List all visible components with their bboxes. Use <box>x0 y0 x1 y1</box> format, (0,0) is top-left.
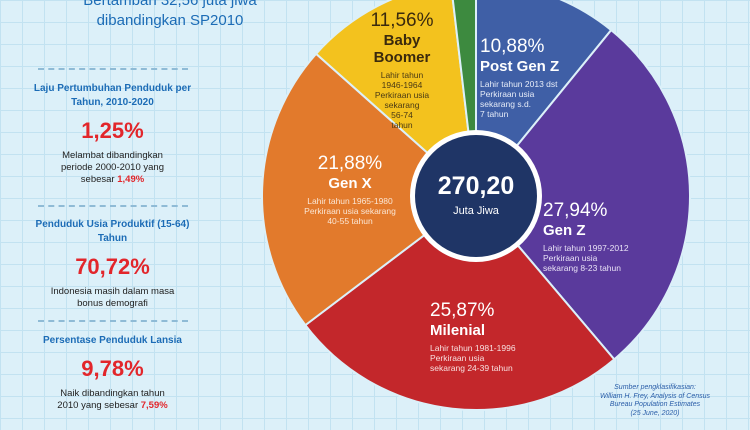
slice-desc-line: sekarang s.d. <box>480 99 532 109</box>
stat-block: Persentase Penduduk Lansia 9,78% Naik diba… <box>30 334 195 412</box>
slice-percent: 10,88% <box>480 36 545 57</box>
header-line: Bertambah 32,56 juta jiwa <box>83 0 257 9</box>
slice-desc-line: Perkiraan usia sekarang <box>304 206 396 216</box>
slice-desc: Lahir tahun 1997-2012 Perkiraan usia sekar… <box>543 243 653 273</box>
stat-highlight: 7,59% <box>140 400 168 411</box>
center-circle <box>415 135 537 257</box>
stat-block: Laju Pertumbuhan Penduduk per Tahun, 201… <box>30 82 195 186</box>
stat-title: Laju Pertumbuhan Penduduk per Tahun, 201… <box>33 83 192 108</box>
slice-desc-line: Lahir tahun 1997-2012 <box>543 243 629 253</box>
stat-note-text: Melambat dibandingkan periode 2000-2010 … <box>60 150 164 185</box>
slice-label: 25,87% Milenial Lahir tahun 1981-1996 Perki… <box>430 300 540 373</box>
slice-desc-line: Lahir tahun <box>380 70 424 80</box>
slice-name: Gen X <box>328 175 372 192</box>
slice-percent: 21,88% <box>317 153 383 174</box>
stat-title: Penduduk Usia Produktif (15-64) Tahun <box>35 219 190 244</box>
stat-note: Indonesia masih dalam masa bonus demogra… <box>30 286 195 310</box>
slice-desc-line: 1946-1964 <box>381 80 423 90</box>
stat-value: 1,25% <box>81 118 144 143</box>
slice-label: 10,88% Post Gen Z Lahir tahun 2013 dst Perk… <box>480 36 575 119</box>
slice-desc-line: Perkiraan usia <box>374 90 430 100</box>
separator <box>38 205 188 207</box>
center-unit: Juta Jiwa <box>453 205 500 217</box>
stat-highlight: 1,49% <box>117 174 145 185</box>
slice-desc-line: Lahir tahun 2013 dst <box>480 79 558 89</box>
slice-desc-line: 7 tahun <box>480 109 509 119</box>
slice-desc: Lahir tahun 1981-1996 Perkiraan usia sekar… <box>430 343 540 373</box>
header-line: dibandingkan SP2010 <box>96 12 244 29</box>
separator <box>38 320 188 322</box>
slice-desc-line: sekarang 24-39 tahun <box>430 363 513 373</box>
slice-desc-line: Lahir tahun 1965-1980 <box>307 196 393 206</box>
pie-slice <box>303 194 616 411</box>
slice-label: 27,94% Gen Z Lahir tahun 1997-2012 Perkiraa… <box>543 200 653 273</box>
stat-note: Naik dibandingkan tahun 2010 yang sebesa… <box>30 388 195 412</box>
separator <box>38 68 188 70</box>
center-value: 270,20 <box>438 172 514 200</box>
slice-desc-line: Lahir tahun 1981-1996 <box>430 343 516 353</box>
slice-percent: 11,56% <box>370 10 434 31</box>
source-note: Sumber pengklasifikasian: William H. Frey… <box>590 384 720 418</box>
slice-desc-line: sekarang <box>384 100 420 110</box>
pie-slice <box>261 52 478 327</box>
slice-desc: Lahir tahun 1946-1964 Perkiraan usia sekara… <box>362 70 442 130</box>
source-line: (25 June, 2020) <box>630 409 680 417</box>
source-line: Sumber pengklasifikasian: <box>614 384 696 391</box>
slice-name: Gen Z <box>543 222 586 239</box>
slice-desc: Lahir tahun 2013 dst Perkiraan usia sekara… <box>480 79 575 119</box>
stat-value: 9,78% <box>81 356 144 381</box>
slice-name: Post Gen Z <box>480 58 560 75</box>
stat-note-text: Indonesia masih dalam masa bonus demogra… <box>50 286 175 309</box>
stat-note-text: Naik dibandingkan tahun 2010 yang sebesa… <box>57 388 165 411</box>
source-line: Bureau Population Estimates <box>609 401 701 408</box>
slice-label: 21,88% Gen X Lahir tahun 1965-1980 Perkiraa… <box>295 153 405 226</box>
slice-desc-line: 40-55 tahun <box>327 216 373 226</box>
slice-percent: 25,87% <box>430 300 495 321</box>
slice-desc-line: Perkiraan usia <box>430 353 485 363</box>
slice-name: Milenial <box>430 322 486 339</box>
slice-desc-line: 56-74 <box>391 110 413 120</box>
slice-desc: Lahir tahun 1965-1980 Perkiraan usia seka… <box>295 196 405 226</box>
slice-desc-line: Perkiraan usia <box>543 253 598 263</box>
pie-slice <box>474 28 691 361</box>
stat-value: 70,72% <box>75 254 150 279</box>
slice-desc-line: Perkiraan usia <box>480 89 535 99</box>
slice-label: 11,56% Baby Boomer Lahir tahun 1946-1964 Per… <box>362 10 442 130</box>
stat-title: Persentase Penduduk Lansia <box>43 335 182 346</box>
slice-desc-line: sekarang 8-23 tahun <box>543 263 621 273</box>
slice-percent: 27,94% <box>543 200 608 221</box>
slice-name: Baby Boomer <box>373 32 431 66</box>
stat-note: Melambat dibandingkan periode 2000-2010 … <box>30 150 195 186</box>
slice-desc-line: tahun <box>391 120 413 130</box>
source-line: William H. Frey, Analysis of Census <box>599 392 711 400</box>
stat-block: Penduduk Usia Produktif (15-64) Tahun 70,… <box>30 218 195 310</box>
